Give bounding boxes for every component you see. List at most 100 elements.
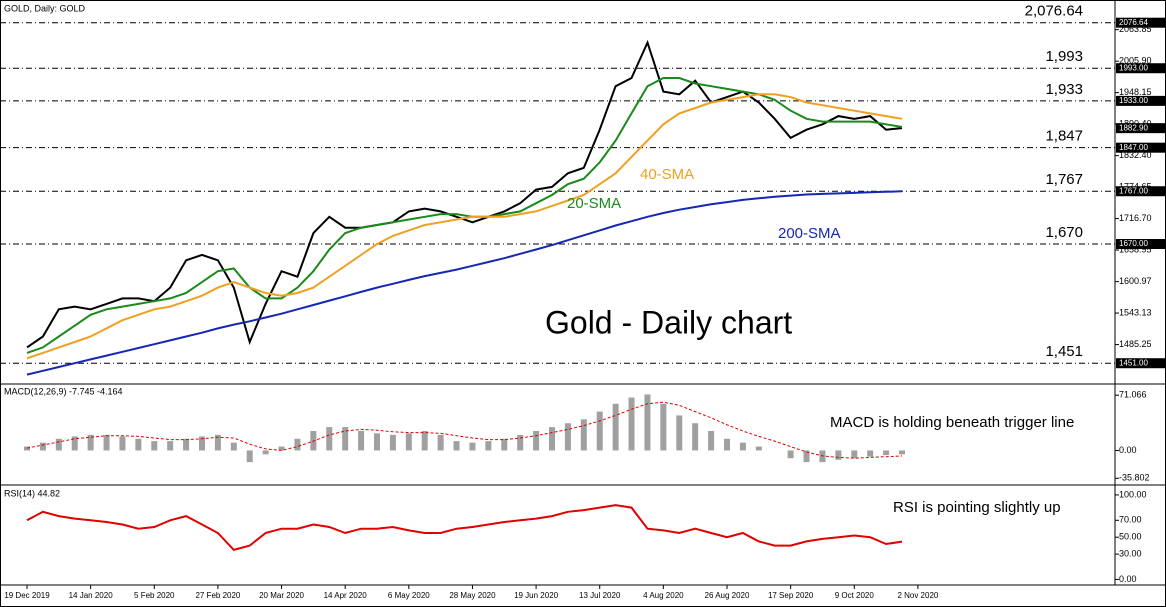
histogram-bar [135, 438, 142, 451]
x-tick-label: 19 Dec 2019 [4, 591, 50, 600]
x-tick-label: 9 Oct 2020 [835, 591, 875, 600]
level-label: 1,670 [1045, 224, 1083, 241]
histogram-bar [898, 450, 905, 455]
chart-title: GOLD, Daily: GOLD [4, 3, 86, 13]
histogram-bar [676, 415, 683, 451]
histogram-bar [39, 442, 46, 451]
level-axis-box [1116, 63, 1166, 74]
histogram-bar [469, 442, 476, 451]
annotation: Gold - Daily chart [545, 304, 792, 340]
x-tick-label: 26 Aug 2020 [705, 591, 750, 600]
level-label: 1,767 [1045, 171, 1083, 188]
histogram-bar [644, 394, 651, 451]
histogram-bar [612, 403, 619, 451]
histogram-bar [405, 433, 412, 451]
series-line [26, 190, 903, 376]
y-tick-label: 30.00 [1119, 548, 1142, 558]
macd-title: MACD(12,26,9) -7.745 -4.164 [4, 386, 123, 396]
series-line [26, 504, 903, 552]
y-tick-label: 2063.85 [1119, 24, 1152, 34]
histogram-bar [580, 419, 587, 451]
y-tick-label: 71.066 [1119, 390, 1147, 400]
level-label: 1,451 [1045, 343, 1083, 360]
histogram-bar [628, 397, 635, 451]
histogram-bar [564, 423, 571, 451]
histogram-bar [803, 450, 810, 463]
histogram-bar [373, 433, 380, 451]
x-tick-label: 14 Apr 2020 [324, 591, 368, 600]
x-tick-label: 4 Aug 2020 [643, 591, 684, 600]
histogram-bar [453, 441, 460, 451]
histogram-bar [835, 450, 842, 460]
level-axis-box [1116, 17, 1166, 28]
histogram-bar [787, 450, 794, 459]
series-line [26, 93, 903, 360]
histogram-bar [87, 434, 94, 451]
histogram-bar [230, 442, 237, 451]
x-tick-label: 28 May 2020 [449, 591, 496, 600]
histogram-bar [851, 450, 858, 459]
y-tick-label: 0.00 [1119, 574, 1137, 584]
rsi-annotation: RSI is pointing slightly up [893, 499, 1061, 516]
histogram-bar [198, 436, 205, 451]
histogram-bar [533, 431, 540, 451]
y-tick-label: 70.00 [1119, 515, 1142, 525]
histogram-bar [389, 434, 396, 451]
level-axis-label: 1933.00 [1119, 96, 1148, 105]
histogram-bar [867, 450, 874, 457]
y-tick-label: 1543.13 [1119, 307, 1152, 317]
level-axis-label: 1670.00 [1119, 239, 1148, 248]
histogram-bar [342, 427, 349, 451]
level-axis-box [1116, 239, 1166, 250]
y-tick-label: 2005.90 [1119, 56, 1152, 66]
histogram-bar [501, 438, 508, 451]
level-axis-label: 1767.00 [1119, 186, 1148, 195]
x-tick-label: 20 Mar 2020 [259, 591, 304, 600]
histogram-bar [167, 441, 174, 451]
histogram-bar [517, 434, 524, 451]
x-tick-label: 27 Feb 2020 [195, 591, 240, 600]
last-price-label: 1882.90 [1119, 123, 1148, 132]
y-tick-label: 1600.97 [1119, 276, 1152, 286]
y-tick-label: -35.802 [1119, 473, 1150, 483]
y-tick-label: 1832.40 [1119, 150, 1152, 160]
histogram-bar [692, 423, 699, 451]
histogram-bar [214, 434, 221, 451]
histogram-bar [485, 441, 492, 451]
y-tick-label: 100.00 [1119, 489, 1147, 499]
histogram-bar [151, 441, 158, 451]
histogram-bar [119, 436, 126, 451]
level-label: 2,076.64 [1025, 3, 1083, 20]
level-axis-box [1116, 95, 1166, 106]
level-label: 1,993 [1045, 48, 1083, 65]
histogram-bar [596, 411, 603, 451]
annotation: 40-SMA [640, 166, 694, 183]
histogram-bar [437, 434, 444, 451]
series-line [26, 39, 903, 349]
macd-annotation: MACD is holding beneath trigger line [830, 414, 1074, 431]
series-line [26, 401, 903, 459]
histogram-bar [739, 442, 746, 451]
histogram-bar [246, 450, 253, 463]
y-tick-label: 1948.15 [1119, 87, 1152, 97]
histogram-bar [183, 438, 190, 451]
histogram-bar [708, 431, 715, 451]
level-axis-label: 1451.00 [1119, 358, 1148, 367]
y-tick-label: 1716.70 [1119, 213, 1152, 223]
y-tick-label: 50.00 [1119, 532, 1142, 542]
histogram-bar [755, 446, 762, 451]
histogram-bar [278, 446, 285, 451]
histogram-bar [723, 438, 730, 451]
histogram-bar [103, 434, 110, 451]
level-axis-label: 1993.00 [1119, 63, 1148, 72]
level-axis-box [1116, 142, 1166, 153]
y-tick-label: 1485.25 [1119, 339, 1152, 349]
level-label: 1,847 [1045, 128, 1083, 145]
rsi-title: RSI(14) 44.82 [4, 488, 60, 498]
histogram-bar [358, 431, 365, 451]
y-tick-label: 0.00 [1119, 445, 1137, 455]
annotation: 200-SMA [778, 225, 841, 242]
histogram-bar [55, 438, 62, 451]
